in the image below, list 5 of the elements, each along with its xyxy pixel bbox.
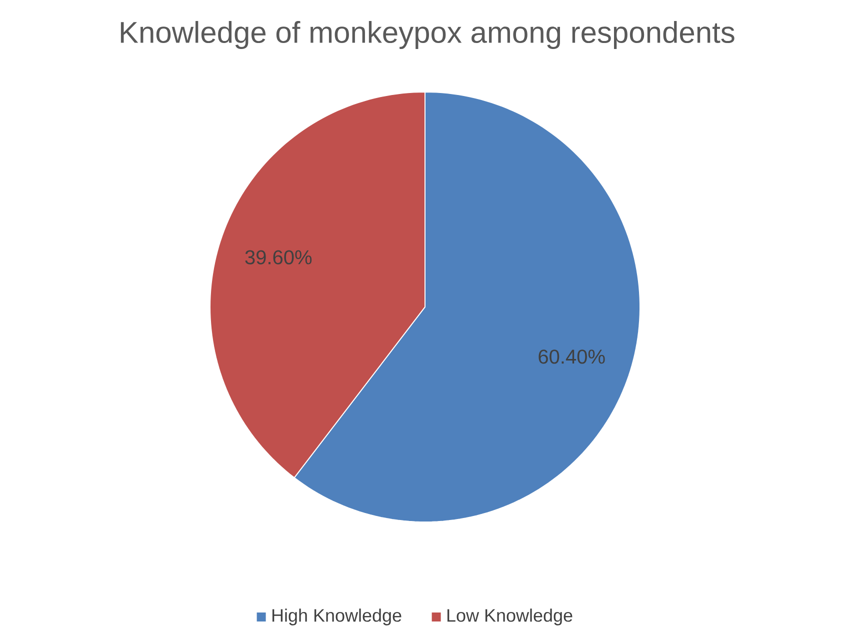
legend-label: Low Knowledge (447, 608, 572, 626)
legend-label: High Knowledge (272, 608, 402, 626)
chart-title: Knowledge of monkeypox among respondents (120, 21, 734, 49)
data-label: 39.60% (245, 250, 312, 264)
data-label: 60.40% (538, 350, 605, 364)
